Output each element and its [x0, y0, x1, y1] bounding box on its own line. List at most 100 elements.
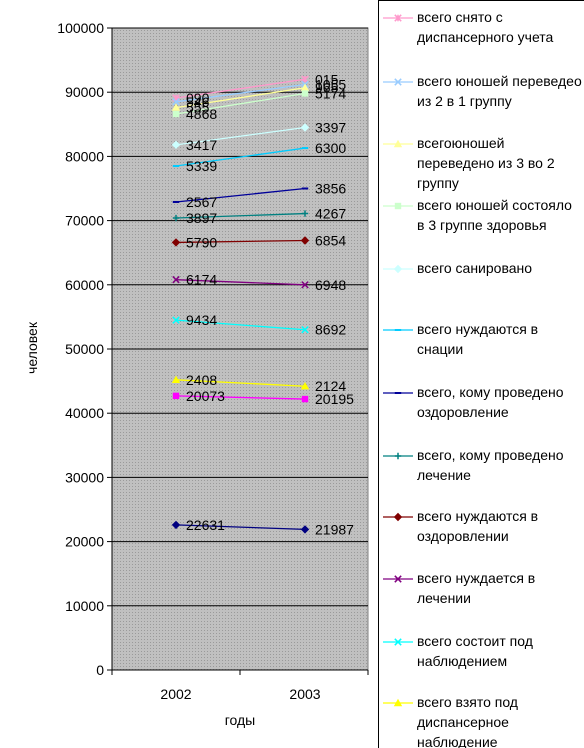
legend-marker	[383, 202, 413, 210]
series-path	[175, 239, 306, 244]
series-path	[175, 395, 306, 400]
data-label: 3856	[315, 181, 346, 197]
legend-marker	[383, 575, 413, 583]
y-tick-label: 20000	[65, 534, 104, 550]
series-marker	[300, 123, 310, 132]
legend-label: всего состоит под наблюдением	[417, 633, 533, 669]
series-line	[172, 210, 309, 222]
series-marker	[171, 520, 181, 530]
series-marker	[172, 275, 180, 284]
data-label: 965	[315, 80, 339, 96]
series-marker	[394, 575, 402, 583]
data-label: 9434	[186, 312, 217, 328]
series-line	[171, 123, 310, 150]
data-label: 3897	[186, 210, 217, 226]
y-tick-label: 0	[96, 662, 104, 678]
series-marker	[301, 281, 309, 289]
legend-marker	[383, 452, 413, 460]
y-tick-label: 80000	[65, 148, 104, 164]
series-marker	[394, 78, 402, 86]
legend-marker	[383, 392, 413, 394]
legend-marker	[383, 78, 413, 86]
series-line	[172, 90, 309, 118]
series-path	[175, 524, 306, 531]
data-label: 3397	[315, 120, 346, 136]
y-tick-label: 70000	[65, 213, 104, 229]
series-line	[172, 147, 309, 168]
legend-marker	[383, 698, 413, 707]
legend-label: всего юношей состояло в 3 группе здоровь…	[417, 197, 572, 233]
legend-label: всего снято с диспансерного учета	[417, 9, 554, 45]
legend-label: всего, кому проведено оздоровление	[417, 384, 564, 420]
legend-marker	[383, 512, 413, 522]
series-path	[175, 319, 306, 331]
series-marker	[172, 110, 180, 118]
series-marker	[300, 83, 310, 91]
legend-label: всего нуждаются в оздоровлении	[417, 508, 539, 544]
y-tick-label: 90000	[65, 84, 104, 100]
y-tick-label: 10000	[65, 598, 104, 614]
x-axis-title: годы	[225, 712, 256, 728]
y-tick-label: 40000	[65, 405, 104, 421]
series-line	[171, 520, 310, 534]
series-marker	[172, 316, 180, 324]
legend-label: всегоюношей переведено из 3 во 2 группу	[417, 135, 555, 191]
data-label: 5174	[315, 85, 346, 101]
data-label: 2408	[186, 372, 217, 388]
series-line	[171, 236, 310, 247]
series-marker	[301, 395, 309, 403]
series-line	[172, 275, 309, 289]
data-label: 1055	[315, 76, 346, 92]
data-label: 6300	[315, 140, 346, 156]
legend-marker	[383, 264, 413, 274]
series-line	[171, 83, 310, 111]
y-tick-label: 60000	[65, 277, 104, 293]
series-marker	[393, 698, 403, 707]
x-tick-label: 2003	[289, 686, 320, 702]
data-label: 4868	[186, 106, 217, 122]
series-path	[175, 126, 306, 146]
series-path	[175, 279, 306, 286]
data-label: 2124	[315, 378, 346, 394]
series-marker	[394, 202, 402, 210]
series-path	[175, 379, 306, 387]
y-tick-label: 100000	[57, 20, 104, 36]
series-marker	[393, 264, 403, 274]
y-tick-label: 50000	[65, 341, 104, 357]
data-label: 3417	[186, 137, 217, 153]
legend-label: всего нуждается в лечении	[417, 570, 536, 606]
series-marker	[393, 512, 403, 522]
legend-label: всего нуждаются в снации	[417, 321, 539, 357]
legend-label: всего взято под диспансерное наблюдение	[417, 694, 518, 748]
legend-marker	[383, 14, 413, 22]
series-marker	[394, 638, 402, 646]
series-marker	[172, 98, 180, 106]
series-path	[175, 147, 306, 167]
data-label: 2567	[186, 194, 217, 210]
series-line	[172, 316, 309, 334]
series-path	[175, 78, 306, 99]
legend-label: всего юношей переведео из 2 в 1 группу	[417, 73, 582, 109]
legend-marker	[383, 139, 413, 148]
series-line	[171, 375, 310, 390]
x-tick-label: 2002	[160, 686, 191, 702]
series-marker	[171, 375, 181, 384]
legend-marker	[383, 329, 413, 331]
series-marker	[300, 525, 310, 534]
chart-legend: всего снято с диспансерного учета всего ю…	[378, 0, 584, 748]
data-label: 6854	[315, 233, 346, 249]
series-marker	[394, 452, 402, 460]
data-label: 090	[186, 90, 210, 106]
data-label: 8692	[315, 322, 346, 338]
data-label: 6174	[186, 272, 217, 288]
series-marker	[171, 103, 181, 111]
series-marker	[301, 90, 309, 97]
legend-marker	[383, 638, 413, 646]
data-label: 20195	[315, 391, 354, 407]
legend-label: всего, кому проведено лечение	[417, 447, 564, 483]
y-tick-label: 30000	[65, 469, 104, 485]
data-label: 546	[186, 94, 210, 110]
series-path	[175, 83, 306, 103]
y-axis-title: человек	[24, 321, 40, 374]
